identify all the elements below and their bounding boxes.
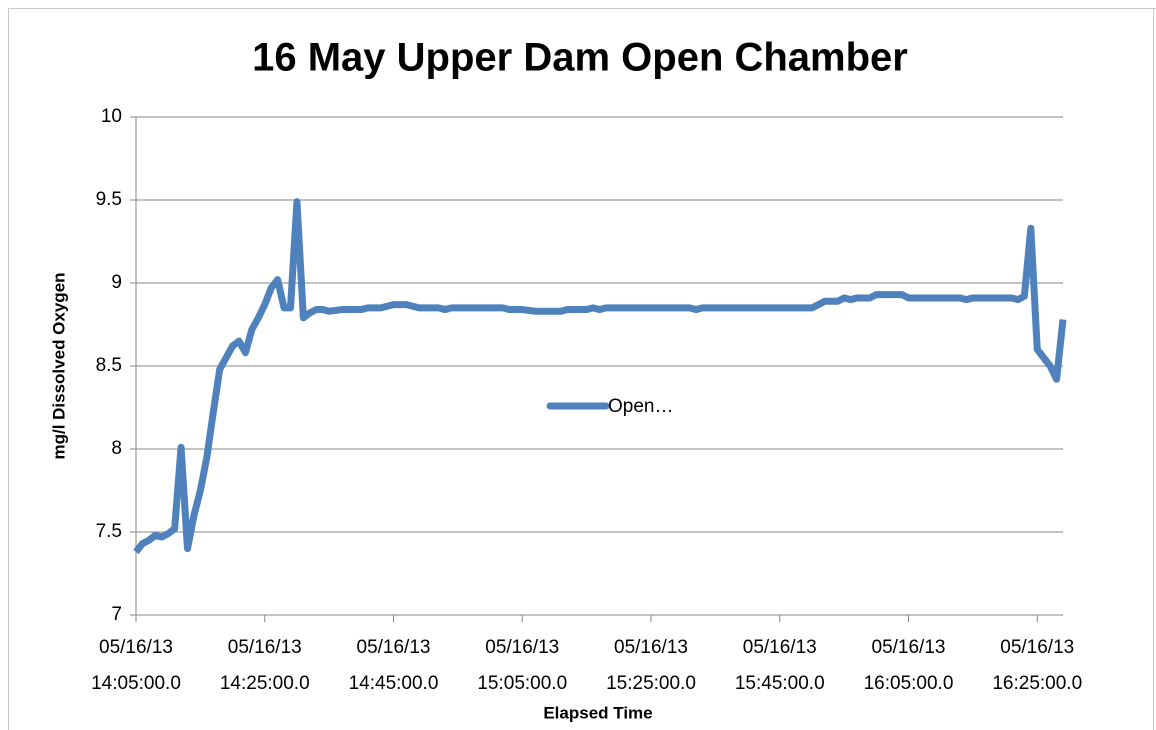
x-tick-label: 05/16/13 14:05:00.0: [91, 637, 181, 694]
chart-title: 16 May Upper Dam Open Chamber: [252, 36, 908, 80]
x-tick-label: 05/16/13 15:25:00.0: [606, 637, 696, 694]
y-tick-label: 8.5: [96, 355, 122, 376]
data-line: [133, 198, 1067, 555]
y-tick-label: 7.5: [96, 521, 122, 542]
x-tick-label: 05/16/13 14:45:00.0: [348, 637, 439, 694]
y-tick-label: 9.5: [96, 189, 122, 210]
x-tick-label: 05/16/13 16:25:00.0: [992, 637, 1083, 694]
y-tick-label: 8: [111, 438, 122, 459]
x-tick-label: 05/16/13 16:05:00.0: [863, 637, 954, 694]
y-tick-label: 7: [111, 604, 122, 625]
legend-label: Open…: [608, 396, 673, 417]
y-tick-label: 10: [101, 106, 122, 127]
x-tick-label: 05/16/13 14:25:00.0: [219, 637, 310, 694]
y-tick-label: 9: [111, 272, 122, 293]
x-tick-label: 05/16/13 15:05:00.0: [477, 637, 568, 694]
y-axis-label: mg/l Dissolved Oxygen: [49, 272, 68, 459]
x-axis-label: Elapsed Time: [543, 703, 652, 722]
x-tick-label: 05/16/13 15:45:00.0: [734, 637, 825, 694]
